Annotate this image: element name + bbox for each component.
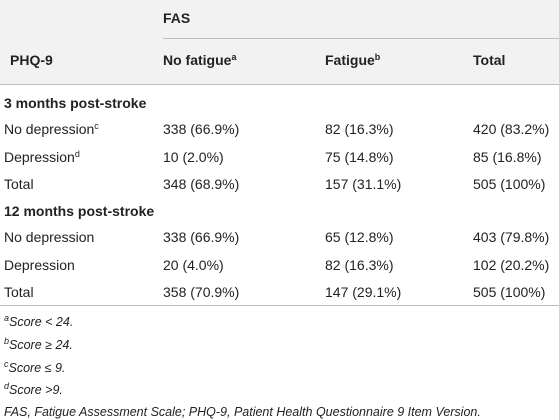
superscript: b (374, 52, 381, 62)
footnote: cScore ≤ 9. (4, 359, 66, 376)
table-cell: 348 (68.9%) (163, 176, 240, 192)
column-header: PHQ-9 (10, 52, 53, 68)
row-label-text: Depression (4, 256, 75, 273)
table-cell: 358 (70.9%) (163, 284, 240, 300)
row-label: Total (4, 176, 34, 192)
column-header-text: PHQ-9 (10, 52, 53, 68)
footnote: aScore < 24. (4, 313, 74, 330)
table-cell: 85 (16.8%) (473, 148, 542, 165)
header-rule (0, 84, 559, 85)
footnote-marker: a (4, 313, 10, 323)
row-label-text: Total (4, 176, 34, 192)
table-cell: 75 (14.8%) (325, 148, 394, 165)
footnote-text: Score >9. (9, 383, 63, 397)
column-header-text: Total (473, 52, 506, 68)
row-label: No depressionc (4, 121, 99, 137)
row-label-text: Depression (4, 148, 75, 165)
superscript: c (94, 121, 99, 131)
table-cell: 403 (79.8%) (473, 229, 550, 245)
bottom-rule (0, 305, 559, 306)
superscript: a (231, 52, 237, 62)
table-cell: 505 (100%) (473, 284, 546, 300)
row-label: No depression (4, 229, 94, 245)
column-header-text: Fatigue (325, 52, 375, 68)
column-header-text: No fatigue (163, 52, 232, 68)
table-cell: 338 (66.9%) (163, 121, 240, 137)
header-background (0, 0, 559, 84)
column-header: Total (473, 52, 505, 68)
footnote: dScore >9. (4, 381, 63, 398)
superscript: d (74, 148, 80, 159)
table-cell: 420 (83.2%) (473, 121, 550, 137)
table-cell: 102 (20.2%) (473, 256, 550, 273)
row-label-text: No depression (4, 229, 95, 245)
section-title: 12 months post-stroke (4, 203, 155, 219)
table-cell: 338 (66.9%) (163, 229, 240, 245)
footnote-text: Score ≤ 9. (8, 361, 66, 375)
footnote: bScore ≥ 24. (4, 336, 73, 353)
table-cell: 157 (31.1%) (325, 176, 402, 192)
table-cell: 65 (12.8%) (325, 229, 394, 245)
footnote: FAS, Fatigue Assessment Scale; PHQ-9, Pa… (4, 405, 481, 419)
column-header: Fatigueb (325, 52, 380, 68)
footnote-marker: d (4, 381, 10, 391)
footnote-text: FAS, Fatigue Assessment Scale; PHQ-9, Pa… (4, 405, 481, 419)
table-cell: 82 (16.3%) (325, 121, 394, 137)
section-title: 3 months post-stroke (4, 95, 147, 111)
column-header: No fatiguea (163, 52, 236, 68)
group-rule (163, 38, 559, 39)
footnote-text: Score < 24. (9, 315, 74, 329)
footnote-marker: c (4, 359, 9, 369)
table-cell: 10 (2.0%) (163, 148, 224, 165)
table-cell: 505 (100%) (473, 176, 546, 192)
table-cell: 20 (4.0%) (163, 256, 224, 273)
footnote-marker: b (4, 336, 10, 346)
group-header: FAS (163, 10, 191, 26)
table-cell: 147 (29.1%) (325, 284, 402, 300)
row-label: Total (4, 284, 34, 300)
table-cell: 82 (16.3%) (325, 256, 394, 273)
row-label: Depressiond (4, 149, 80, 165)
row-label: Depression (4, 257, 75, 273)
row-label-text: Total (4, 284, 34, 300)
row-label-text: No depression (4, 121, 95, 137)
footnote-text: Score ≥ 24. (9, 338, 73, 352)
